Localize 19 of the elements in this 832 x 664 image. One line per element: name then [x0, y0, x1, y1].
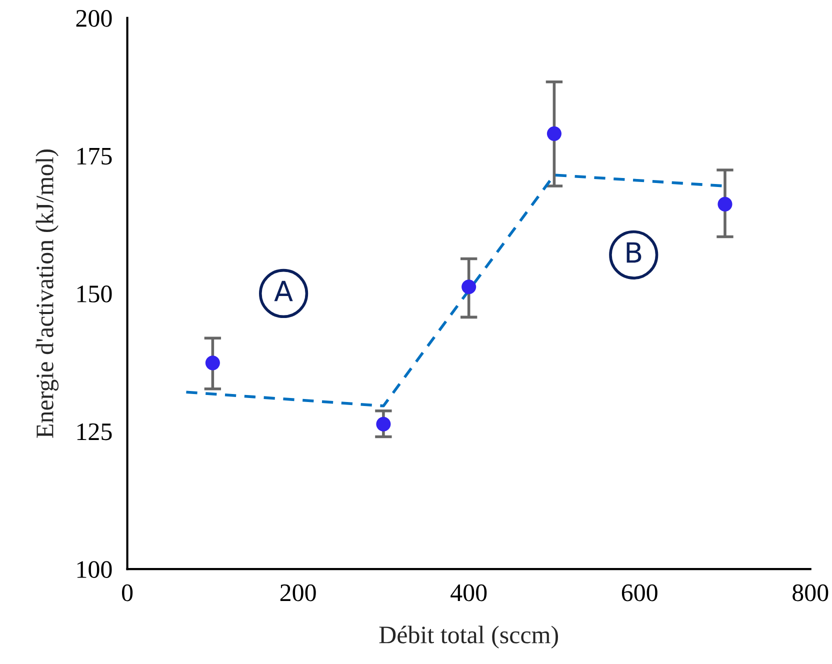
y-tick-label: 175	[77, 148, 112, 165]
point	[462, 280, 476, 294]
point	[376, 416, 391, 432]
y-tick-label: 125	[77, 423, 112, 440]
y-tick-label: 200	[76, 10, 112, 27]
y-tick-label: 100	[77, 561, 112, 578]
x-tick-label: 400	[450, 584, 487, 602]
annotation: B	[626, 242, 642, 263]
point	[718, 196, 732, 212]
x-tick-label: 0	[122, 584, 133, 602]
x-tick-label: 800	[792, 584, 828, 602]
y-axis-title: Energie d'activation (kJ/mol)	[36, 150, 59, 438]
point	[205, 356, 220, 370]
y-tick-label: 150	[77, 286, 112, 302]
point	[546, 126, 562, 141]
x-tick-label: 200	[280, 584, 316, 602]
x-axis-title: Débit total (sccm)	[379, 626, 558, 648]
x-tick-label: 600	[622, 584, 658, 602]
annotation: A	[274, 280, 293, 302]
